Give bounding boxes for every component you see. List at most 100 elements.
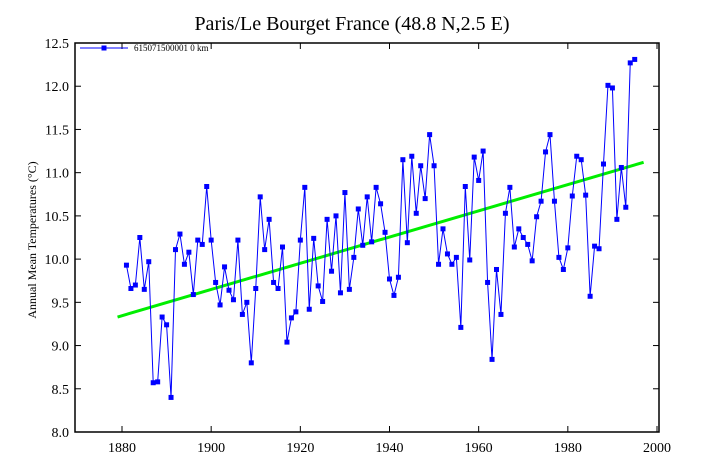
- y-tick-label: 11.0: [45, 167, 69, 182]
- data-point: [373, 184, 379, 190]
- data-point: [534, 214, 540, 220]
- data-point: [494, 266, 499, 272]
- data-point: [489, 356, 495, 362]
- x-tick-label: 2000: [643, 441, 671, 456]
- data-point: [351, 254, 357, 260]
- data-point: [516, 226, 522, 232]
- data-point: [168, 394, 174, 400]
- data-point: [382, 229, 388, 235]
- data-point: [427, 132, 433, 138]
- data-point: [551, 198, 557, 204]
- x-tick-label: 1900: [197, 441, 225, 456]
- data-point: [520, 235, 526, 240]
- y-tick-label: 10.0: [45, 253, 70, 268]
- data-point: [560, 266, 566, 272]
- trend-line-group: [117, 160, 645, 319]
- data-point: [480, 148, 486, 154]
- data-point: [324, 216, 330, 222]
- x-tick-label: 1940: [376, 441, 404, 456]
- data-point: [378, 201, 384, 207]
- trend-line: [117, 160, 645, 319]
- data-point: [329, 268, 335, 274]
- data-point: [208, 237, 214, 243]
- data-point: [257, 194, 263, 200]
- series-line: [125, 59, 636, 398]
- data-point: [288, 315, 294, 321]
- data-point: [391, 292, 397, 298]
- data-point: [578, 157, 584, 163]
- data-point: [565, 245, 571, 251]
- data-point: [235, 237, 241, 243]
- data-point: [186, 249, 192, 255]
- y-tick-label: 12.0: [45, 80, 70, 95]
- data-point: [431, 163, 437, 169]
- data-point: [150, 380, 156, 386]
- data-point: [311, 235, 317, 241]
- data-point: [471, 154, 477, 160]
- series-group: [123, 56, 638, 400]
- data-point: [146, 259, 152, 265]
- data-point: [507, 184, 513, 190]
- data-point: [467, 257, 473, 263]
- data-point: [485, 279, 491, 285]
- data-point: [262, 247, 268, 253]
- data-point: [181, 261, 187, 267]
- data-point: [217, 302, 223, 308]
- data-point: [404, 240, 410, 246]
- y-tick-label: 8.5: [52, 383, 70, 398]
- data-point: [436, 261, 442, 267]
- data-point: [204, 183, 210, 189]
- legend-label: 615071500001 0 km: [134, 43, 209, 53]
- data-point: [315, 283, 321, 289]
- data-point: [609, 85, 615, 91]
- x-tick-label: 1920: [286, 441, 314, 456]
- data-point: [123, 262, 129, 268]
- y-tick-label: 10.5: [45, 210, 70, 225]
- data-point: [141, 286, 147, 292]
- data-point: [271, 279, 277, 285]
- data-point: [132, 282, 138, 288]
- data-point: [284, 339, 290, 345]
- data-point: [476, 177, 482, 183]
- data-point: [587, 293, 593, 299]
- data-point: [248, 360, 254, 366]
- data-point: [275, 286, 281, 292]
- chart-title: Paris/Le Bourget France (48.8 N,2.5 E): [194, 13, 509, 35]
- data-point: [128, 286, 134, 292]
- data-point: [253, 286, 259, 292]
- data-point: [320, 298, 326, 304]
- data-point: [583, 192, 589, 198]
- y-axis-label: Annual Mean Temperatures (°C): [25, 161, 39, 318]
- data-point: [293, 309, 299, 315]
- data-point: [297, 237, 303, 243]
- data-point: [342, 190, 348, 196]
- data-point: [498, 311, 504, 317]
- data-point: [400, 157, 406, 163]
- data-point: [190, 292, 196, 298]
- data-point: [213, 279, 219, 285]
- data-point: [137, 235, 143, 240]
- data-point: [422, 196, 428, 202]
- data-point: [155, 379, 161, 385]
- data-point: [280, 244, 285, 250]
- x-tick-label: 1880: [108, 441, 136, 456]
- data-point: [413, 210, 419, 216]
- y-tick-label: 8.0: [52, 426, 70, 441]
- data-point: [337, 290, 343, 296]
- legend: 615071500001 0 km: [80, 43, 209, 53]
- y-tick-label: 11.5: [45, 123, 69, 138]
- data-point: [592, 243, 598, 249]
- data-point: [449, 261, 455, 267]
- data-point: [222, 264, 228, 270]
- y-tick-label: 9.5: [52, 296, 70, 311]
- data-point: [440, 226, 446, 232]
- data-point: [360, 242, 366, 248]
- data-point: [601, 161, 606, 167]
- y-tick-label: 9.0: [52, 340, 70, 355]
- data-point: [164, 322, 170, 328]
- data-point: [453, 254, 459, 260]
- data-point: [502, 210, 508, 216]
- data-point: [556, 254, 562, 260]
